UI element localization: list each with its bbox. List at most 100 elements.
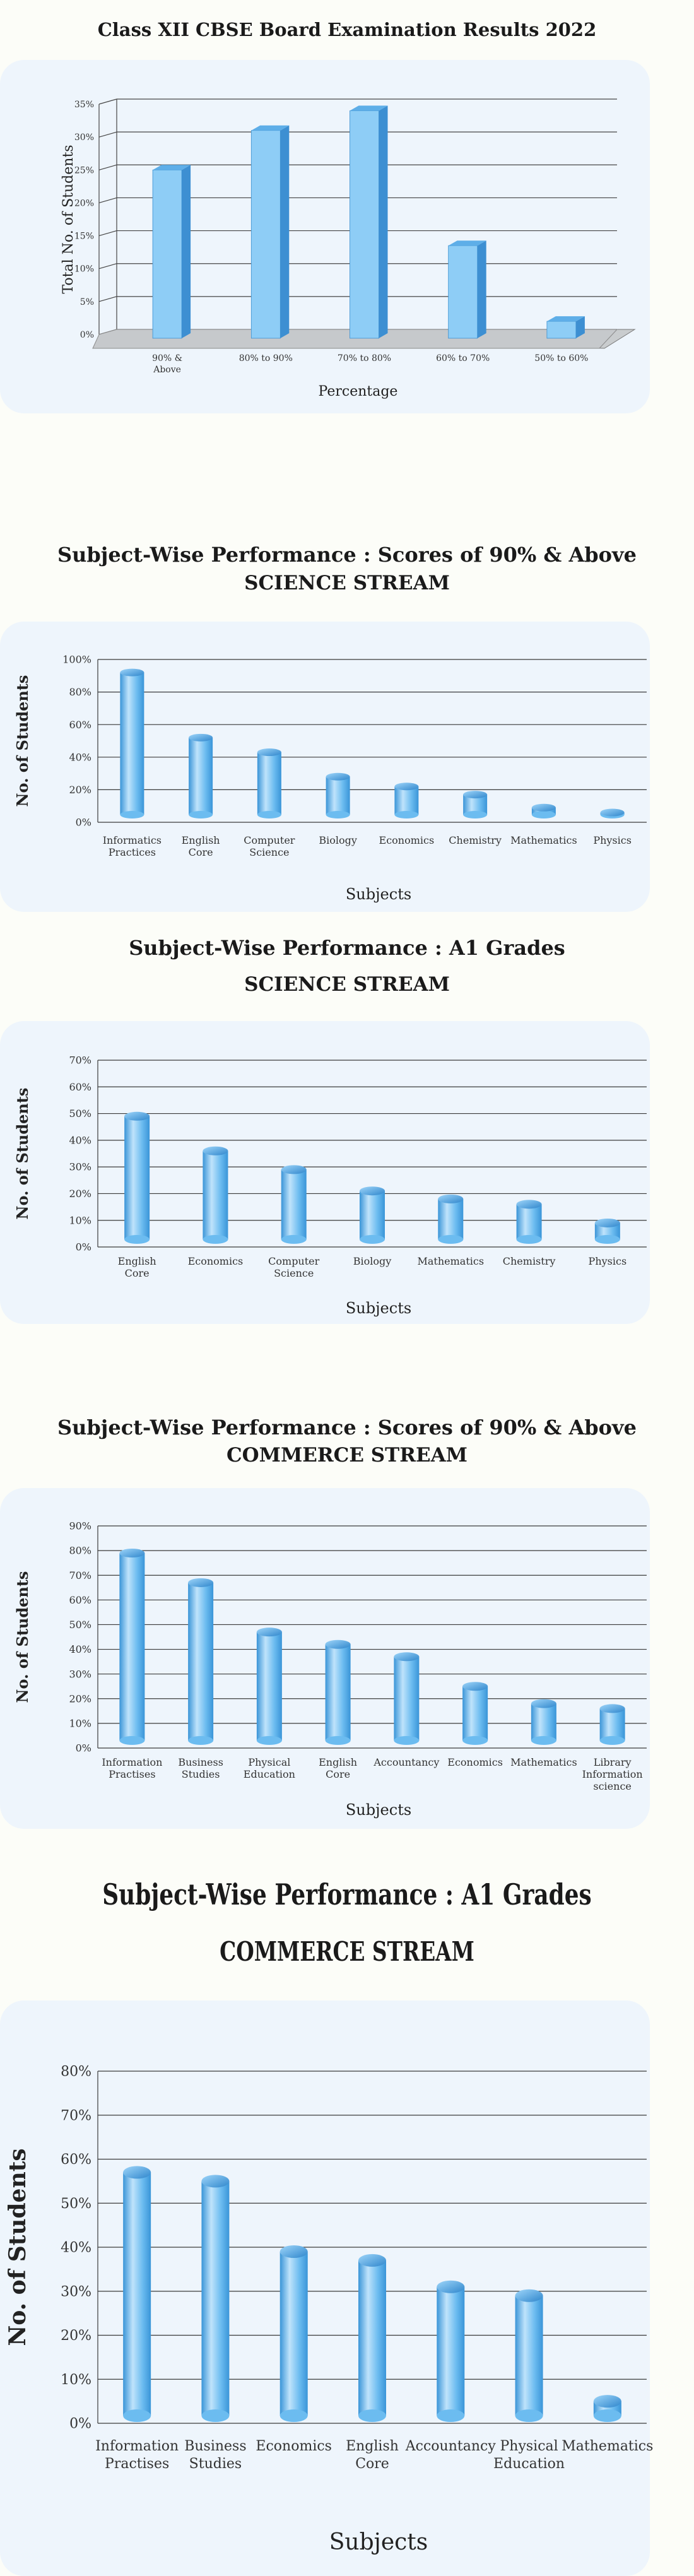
bar-body <box>394 1657 420 1740</box>
x-axis-title: Subjects <box>329 2529 428 2555</box>
bar <box>515 2289 543 2422</box>
y-tick-label: 80% <box>69 1545 91 1557</box>
bar-base <box>438 1235 464 1244</box>
bar-base <box>594 1235 620 1244</box>
y-tick-label: 30% <box>61 2284 91 2300</box>
bar-top <box>448 240 486 246</box>
bar <box>599 1704 625 1745</box>
bar-top <box>531 803 556 812</box>
x-tick-label: Chemistry <box>449 834 502 846</box>
x-tick-label: Mathematics <box>510 1756 577 1768</box>
bar-top <box>515 2289 543 2302</box>
bar-body <box>189 737 213 815</box>
bar-body <box>437 2286 465 2416</box>
bar-side <box>575 316 585 338</box>
bar <box>326 772 350 818</box>
bar <box>531 1699 556 1745</box>
bar-base <box>256 1736 282 1745</box>
y-tick-label: 60% <box>69 719 91 731</box>
bar-body <box>281 1169 307 1239</box>
bar-base <box>124 1235 150 1244</box>
x-tick-label: 90% & Above <box>152 353 182 375</box>
bar <box>201 2175 230 2422</box>
y-tick-label: 90% <box>69 1520 91 1532</box>
bar-body <box>257 752 281 815</box>
bar <box>593 2395 621 2422</box>
bar-body <box>124 1116 150 1239</box>
bar-top <box>326 772 350 781</box>
bar <box>600 808 625 818</box>
bar-base <box>462 1736 488 1745</box>
bar-top <box>516 1200 542 1209</box>
y-tick-label: 30% <box>74 133 94 143</box>
chart4-panel: 0% 10% 20% 30% 40% 50% 60% 70% 80% 90% Information… <box>0 1488 650 1829</box>
bar-body <box>256 1632 282 1740</box>
bar-side <box>379 105 388 338</box>
bar-base <box>119 1736 145 1745</box>
y-tick-label: 40% <box>69 1643 91 1655</box>
gridline <box>98 98 117 105</box>
bar-top <box>201 2175 230 2188</box>
y-tick-label: 60% <box>61 2152 91 2168</box>
x-tick-label: Library Information science <box>582 1756 643 1792</box>
chart1-panel: 0% 5% 10% 15% 20% 25% 30% 35% 90% & Above 80% to 9… <box>0 60 650 413</box>
y-tick-label: 10% <box>69 1214 91 1226</box>
bar-body <box>360 1191 385 1239</box>
bar-top <box>438 1194 464 1203</box>
y-tick-label: 60% <box>69 1594 91 1606</box>
chart2-title: Subject-Wise Performance : Scores of 90%… <box>57 543 637 567</box>
y-tick-label: 70% <box>61 2108 91 2124</box>
bar-top <box>123 2166 151 2179</box>
bar-body <box>123 2172 151 2416</box>
x-tick-label: Business Studies <box>184 2438 246 2472</box>
bar <box>463 791 488 818</box>
bar-top <box>599 1704 625 1713</box>
x-tick-label: Mathematics <box>510 834 577 846</box>
bar-top <box>203 1146 228 1155</box>
gridline <box>98 164 117 170</box>
bar-side <box>182 165 191 338</box>
x-tick-label: Physics <box>593 834 632 846</box>
y-tick-label: 5% <box>80 297 94 307</box>
bar <box>250 125 290 339</box>
y-tick-label: 20% <box>74 198 94 208</box>
x-tick-label: Accountancy <box>373 1756 439 1768</box>
x-tick-label: Physical Education <box>244 1756 295 1780</box>
bar-top <box>437 2280 465 2293</box>
bar-body <box>325 1644 351 1740</box>
chart3-subtitle: SCIENCE STREAM <box>244 973 450 996</box>
x-axis-title: Percentage <box>319 384 398 399</box>
bar-top <box>188 1578 214 1587</box>
chart-floor-plane <box>92 329 618 349</box>
bar-top <box>120 668 144 676</box>
bar <box>438 1194 464 1244</box>
bar-base <box>123 2409 151 2422</box>
y-tick-label: 30% <box>69 1668 91 1680</box>
y-tick-label: 70% <box>69 1055 91 1066</box>
bar-base <box>120 811 144 818</box>
x-tick-label: English Core <box>346 2438 399 2472</box>
bar <box>325 1640 351 1745</box>
y-tick-label: 80% <box>61 2064 91 2080</box>
bar-top <box>124 1111 150 1121</box>
x-tick-label: Business Studies <box>178 1756 223 1780</box>
bar-body <box>188 1582 214 1740</box>
bar-body <box>531 1703 556 1740</box>
bar <box>120 668 144 818</box>
x-tick-label: Physics <box>589 1255 627 1267</box>
bar-base <box>531 1736 556 1745</box>
chart3-svg: 0% 10% 20% 30% 40% 50% 60% 70% English Core Econom… <box>13 1055 647 1317</box>
bar-side <box>477 240 486 338</box>
chart3-title: Subject-Wise Performance : A1 Grades <box>129 936 565 960</box>
x-tick-label: Biology <box>353 1255 392 1267</box>
x-tick-label: 60% to 70% <box>436 353 490 363</box>
y-tick-label: 20% <box>69 1693 91 1705</box>
bar-front <box>250 130 281 339</box>
bar <box>152 165 191 339</box>
bar-body <box>326 776 350 815</box>
gridline <box>98 197 117 204</box>
y-axis-title: No. of Students <box>13 1571 32 1703</box>
bar <box>257 748 281 818</box>
bar <box>279 2245 308 2422</box>
bar-body <box>462 1686 488 1740</box>
